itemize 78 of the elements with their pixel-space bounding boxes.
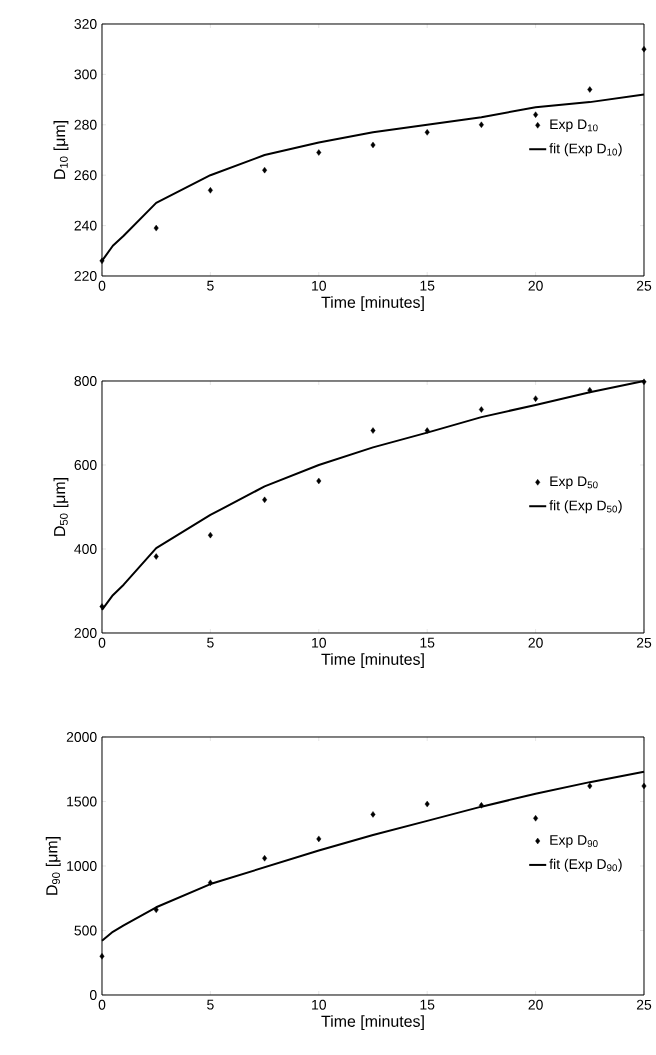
point	[261, 166, 267, 174]
point	[261, 855, 267, 862]
y-axis-title: D$_{10}$ [μm]	[53, 121, 69, 179]
x-tick-label: 15	[420, 999, 435, 1010]
point	[587, 782, 593, 790]
point	[153, 224, 159, 232]
y-tick-label: 400	[74, 544, 97, 554]
legend-label: Exp D$_{50}$	[550, 476, 598, 489]
legend-label: fit (Exp D$_{10}$)	[549, 143, 622, 157]
x-axis-title: Time [minutes]	[321, 1015, 424, 1031]
point	[261, 496, 267, 504]
point	[587, 387, 593, 394]
point	[207, 531, 213, 539]
point	[641, 782, 647, 790]
x-tick-label: 0	[98, 637, 106, 648]
y-tick-label: 2000	[66, 732, 97, 742]
point	[478, 802, 484, 809]
point	[207, 879, 213, 886]
x-tick-label: 15	[420, 637, 435, 648]
point	[207, 187, 213, 194]
point	[99, 603, 105, 610]
point	[316, 835, 322, 843]
y-axis-title: D$_{50}$ [μm]	[53, 478, 69, 536]
x-tick-label: 10	[311, 999, 326, 1010]
point	[316, 477, 322, 485]
y-tick-label: 500	[74, 925, 97, 936]
point	[532, 815, 538, 822]
x-tick-label: 10	[311, 637, 326, 648]
point	[153, 553, 159, 560]
y-tick-label: 1000	[67, 861, 97, 871]
point	[424, 129, 430, 136]
x-tick-label: 20	[528, 280, 543, 291]
legend-label: fit (Exp D$_{90}$)	[549, 858, 622, 872]
x-tick-label: 20	[528, 637, 543, 648]
point	[641, 378, 647, 386]
y-axis-title: D$_{90}$ [μm]	[45, 837, 61, 895]
point	[370, 427, 376, 434]
y-tick-label: 0	[89, 990, 97, 1000]
point	[370, 141, 376, 149]
y-tick-label: 600	[74, 460, 97, 470]
y-tick-label: 800	[74, 376, 97, 386]
x-tick-label: 5	[206, 637, 214, 648]
y-tick-label: 300	[74, 69, 97, 80]
point	[153, 906, 159, 914]
point	[424, 427, 430, 434]
point	[641, 45, 647, 53]
x-axis-title: Time [minutes]	[321, 653, 424, 669]
x-tick-label: 5	[206, 280, 214, 291]
y-tick-label: 1500	[67, 796, 97, 807]
y-tick-label: 240	[74, 220, 97, 231]
x-tick-label: 15	[420, 280, 435, 291]
point	[532, 395, 538, 402]
x-tick-label: 25	[636, 280, 651, 291]
x-axis-title: Time [minutes]	[321, 296, 424, 312]
point	[424, 800, 430, 808]
x-tick-label: 0	[98, 280, 106, 291]
x-tick-label: 25	[636, 637, 651, 648]
point	[532, 111, 538, 118]
y-tick-label: 320	[74, 19, 97, 29]
x-tick-label: 5	[206, 999, 214, 1010]
point	[316, 149, 322, 156]
x-tick-label: 10	[311, 280, 326, 291]
x-tick-label: 20	[528, 999, 543, 1010]
y-tick-label: 260	[74, 170, 97, 181]
point	[478, 406, 484, 413]
y-tick-label: 200	[74, 628, 97, 638]
x-tick-label: 0	[98, 999, 106, 1010]
legend-label: fit (Exp D$_{50}$)	[549, 500, 622, 514]
point	[370, 811, 376, 818]
x-tick-label: 25	[636, 999, 651, 1010]
y-tick-label: 280	[74, 119, 97, 130]
point	[587, 86, 593, 93]
legend-label: Exp D$_{10}$	[550, 119, 598, 132]
point	[99, 953, 105, 960]
point	[478, 121, 484, 128]
point	[99, 257, 105, 265]
y-tick-label: 220	[74, 271, 97, 281]
legend-label: Exp D$_{90}$	[550, 835, 598, 848]
